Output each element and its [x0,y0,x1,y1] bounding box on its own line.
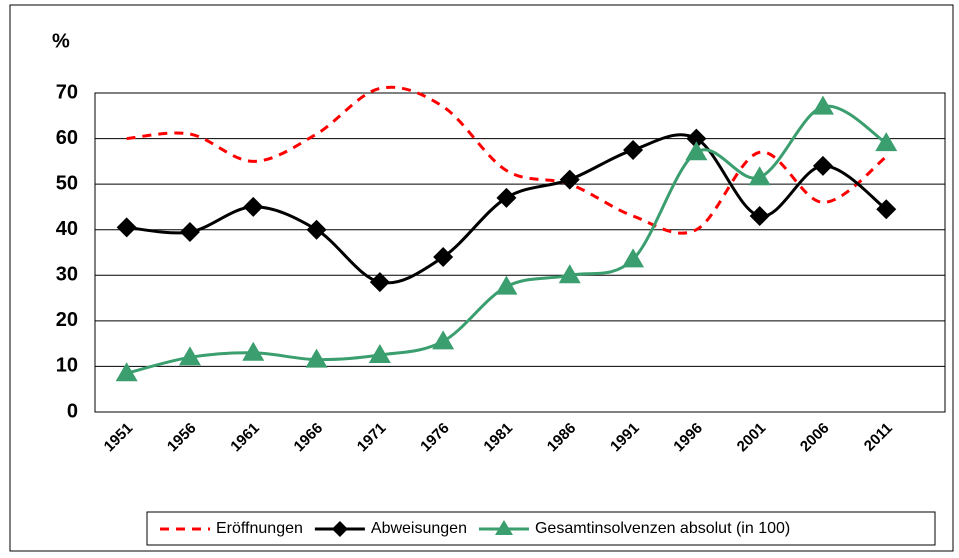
line [126,85,888,235]
y-unit: % [52,30,70,52]
marker [686,128,707,149]
y-tick-label: 20 [56,309,78,331]
legend-marker [331,521,348,537]
marker [623,139,644,160]
marker [496,187,517,208]
marker [622,248,645,268]
line [126,104,888,375]
marker [115,362,138,382]
y-tick-label: 50 [56,172,78,194]
y-tick-label: 40 [56,218,78,240]
marker [243,196,264,217]
legend-label: Gesamtinsolvenzen absolut (in 100) [535,520,790,537]
marker [369,272,390,293]
marker [495,275,518,295]
legend-box [146,511,936,546]
marker [749,206,770,227]
marker [305,348,328,368]
marker [116,217,137,238]
legend-label: Abweisungen [371,520,467,537]
marker [179,221,200,242]
legend-marker [494,520,513,535]
marker [242,341,265,361]
marker [178,346,201,366]
y-tick-label: 30 [56,264,78,286]
marker [811,95,834,115]
marker [432,330,455,350]
chart-border [9,4,954,552]
y-tick-label: 10 [56,355,78,377]
marker [559,169,580,190]
y-tick-label: 70 [56,81,78,103]
y-tick-label: 60 [56,127,78,149]
plot-area [94,92,946,413]
marker [433,247,454,268]
marker [875,132,898,152]
y-tick-label: 0 [67,400,78,422]
legend: Eröffnungen Abweisungen Gesamtinsolvenzen … [160,520,790,537]
marker [368,344,391,364]
legend-label: Eröffnungen [216,520,303,537]
marker [812,155,833,176]
marker [748,166,771,186]
marker [558,264,581,284]
marker [685,141,708,161]
marker [876,199,897,220]
marker [306,219,327,240]
